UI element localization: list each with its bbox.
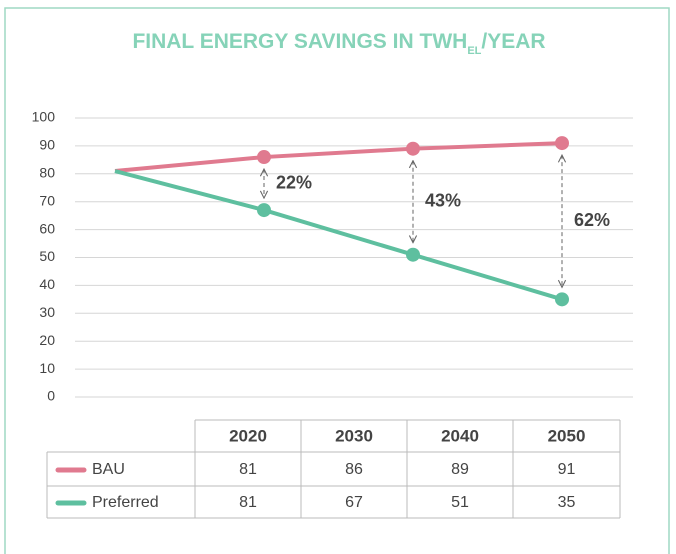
table-cell: 81 [239,494,257,511]
table-cell: 51 [451,494,469,511]
table-cell: 67 [345,494,363,511]
frame [4,7,670,554]
legend-label: BAU [92,461,125,478]
table-cell: 89 [451,461,469,478]
title-suffix: /YEAR [481,30,545,53]
savings-label: 62% [574,210,610,230]
y-tick-label: 60 [39,220,55,236]
title-main: FINAL ENERGY SAVINGS IN TWH [132,30,467,53]
y-tick-label: 80 [39,165,55,181]
table-header: 2050 [548,426,586,445]
title-subscript: EL [467,45,481,57]
legend-label: Preferred [92,494,159,511]
y-tick-label: 20 [39,332,55,348]
y-tick-label: 10 [39,360,55,376]
table-cell: 35 [558,494,576,511]
data-point [555,136,569,151]
y-tick-label: 70 [39,192,55,208]
y-tick-label: 100 [32,109,56,125]
table-header: 2040 [441,426,479,445]
y-tick-label: 50 [39,248,55,264]
data-point [257,203,271,218]
chart-title: FINAL ENERGY SAVINGS IN TWHEL/YEAR [132,30,545,57]
table-cell: 81 [239,461,257,478]
data-point [257,150,271,165]
data-point [406,247,420,262]
series-line [114,169,563,302]
data-point [555,292,569,307]
data-point [406,141,420,156]
y-tick-label: 40 [39,276,55,292]
y-tick-label: 30 [39,304,55,320]
savings-label: 22% [276,172,312,192]
table-header: 2020 [229,426,267,445]
savings-label: 43% [425,190,461,210]
table-cell: 91 [558,461,576,478]
table-cell: 86 [345,461,363,478]
series-line [114,141,563,174]
table-header: 2030 [335,426,373,445]
y-tick-label: 0 [47,388,55,404]
y-tick-label: 90 [39,137,55,153]
